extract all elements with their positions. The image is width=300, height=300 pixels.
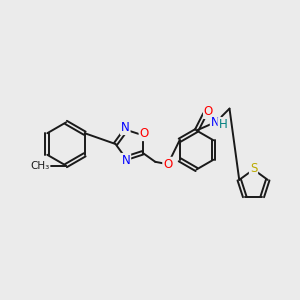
Text: N: N (121, 121, 130, 134)
Text: O: O (140, 127, 149, 140)
Text: N: N (122, 154, 130, 167)
Text: N: N (211, 116, 220, 129)
Text: CH₃: CH₃ (30, 160, 50, 171)
Text: S: S (250, 161, 257, 175)
Text: O: O (163, 158, 172, 171)
Text: H: H (218, 118, 227, 131)
Text: O: O (204, 105, 213, 118)
